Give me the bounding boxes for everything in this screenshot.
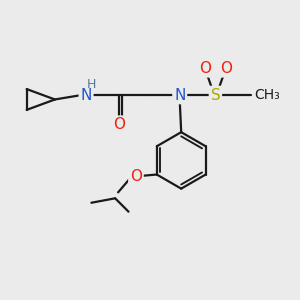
Text: O: O xyxy=(199,61,211,76)
Text: O: O xyxy=(130,169,142,184)
Text: S: S xyxy=(211,88,220,103)
Text: N: N xyxy=(80,88,92,103)
Text: N: N xyxy=(174,88,185,103)
Text: O: O xyxy=(113,117,125,132)
Text: O: O xyxy=(220,61,232,76)
Text: CH₃: CH₃ xyxy=(254,88,280,102)
Text: H: H xyxy=(87,78,96,91)
